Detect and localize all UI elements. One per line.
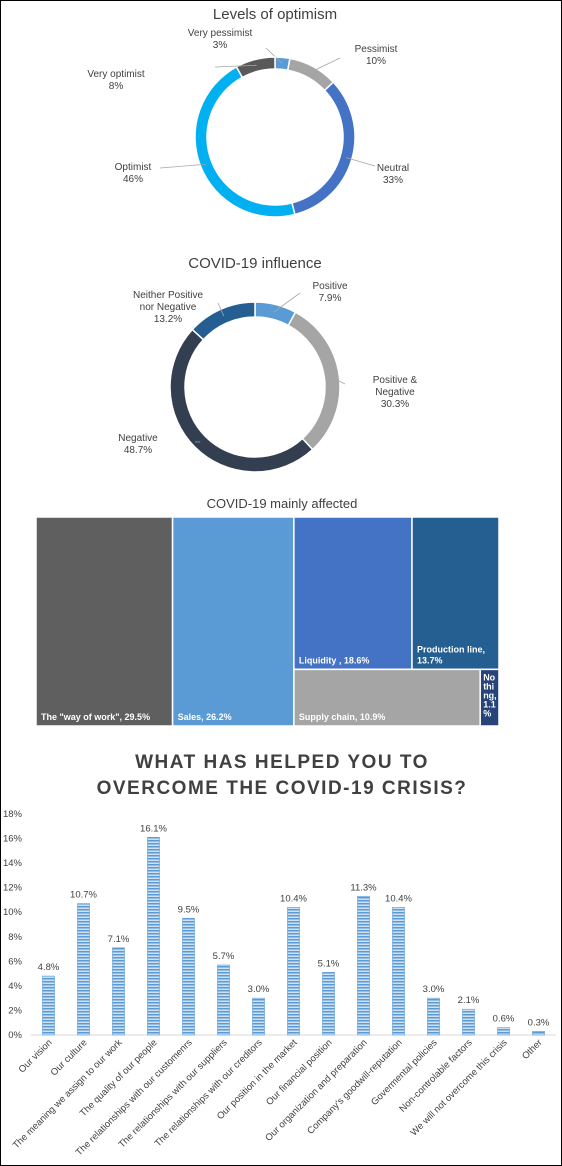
- y-tick-label: 0%: [8, 1030, 22, 1041]
- bar-value-label: 5.7%: [213, 951, 235, 962]
- leader-line: [345, 157, 376, 167]
- y-tick-label: 16%: [3, 834, 23, 845]
- treemap-label: Sales, 26.2%: [178, 712, 232, 722]
- optimism-donut-chart: Levels of optimism Very pessimist 3% Pessim…: [87, 6, 409, 218]
- leader-line: [310, 57, 341, 73]
- slice-label: Positive & Negative 30.3%: [373, 375, 418, 410]
- bar: [217, 964, 230, 1036]
- treemap-cell: [293, 516, 413, 671]
- chart-title: WHAT HAS HELPED YOU TO OVERCOME THE COVID…: [97, 752, 468, 799]
- chart-title: Levels of optimism: [213, 6, 337, 23]
- bar-value-label: 0.3%: [528, 1017, 550, 1028]
- leader-line: [331, 377, 346, 385]
- donut-slice: [235, 56, 276, 79]
- bar-value-label: 10.7%: [70, 890, 97, 901]
- chart-title: COVID-19 influence: [188, 255, 321, 272]
- covid-influence-donut-chart: COVID-19 influence Positive 7.9% Positive &…: [118, 255, 418, 473]
- bar: [462, 1008, 475, 1036]
- slice-label: Optimist 46%: [115, 162, 152, 185]
- treemap-label: Production line, 13.7%: [417, 644, 485, 665]
- leader-line: [217, 302, 225, 317]
- slice-label: Negative 48.7%: [118, 433, 158, 456]
- bar: [287, 907, 300, 1036]
- treemap-label: Supply chain, 10.9%: [299, 712, 386, 722]
- donut-slice: [191, 301, 256, 341]
- overcome-crisis-bar-chart: WHAT HAS HELPED YOU TO OVERCOME THE COVID…: [3, 752, 556, 1158]
- donut-slice: [169, 328, 314, 473]
- bar: [392, 907, 405, 1036]
- treemap-cell: [35, 516, 174, 727]
- y-tick-label: 2%: [8, 1005, 22, 1016]
- treemap-cell: [411, 516, 500, 671]
- treemap-cell: [171, 516, 295, 727]
- bar-value-label: 16.1%: [140, 823, 167, 834]
- bar: [427, 997, 440, 1036]
- treemap-cell: [479, 668, 500, 727]
- y-tick-label: 12%: [3, 883, 23, 894]
- slice-label: Neither Positive nor Negative 13.2%: [133, 290, 203, 325]
- slice-label: Pessimist 10%: [355, 44, 398, 67]
- bar: [252, 997, 265, 1036]
- bar: [357, 895, 370, 1036]
- donut-slice: [290, 81, 356, 216]
- bar: [532, 1031, 545, 1036]
- slice-label: Very pessimist 3%: [188, 28, 253, 51]
- bar-value-label: 10.4%: [280, 893, 307, 904]
- bar-value-label: 11.3%: [350, 882, 377, 893]
- y-tick-label: 14%: [3, 858, 23, 869]
- bar: [497, 1027, 510, 1036]
- x-tick-label: Govermental policies: [369, 1037, 440, 1108]
- bar-value-label: 3.0%: [423, 984, 445, 995]
- bar-value-label: 10.4%: [385, 893, 412, 904]
- bar-value-label: 3.0%: [248, 984, 270, 995]
- treemap-label: Liquidity , 18.6%: [299, 655, 370, 665]
- leader-line: [159, 163, 207, 169]
- donut-slice: [194, 65, 296, 218]
- bar: [112, 947, 125, 1036]
- bar: [77, 903, 90, 1036]
- bar-value-label: 2.1%: [458, 995, 480, 1006]
- y-tick-label: 8%: [8, 932, 22, 943]
- y-tick-label: 6%: [8, 956, 22, 967]
- leader-line: [214, 64, 257, 68]
- donut-slice: [286, 57, 335, 92]
- treemap-label: No thi ng, 1.1%: [483, 672, 497, 718]
- bar: [147, 837, 160, 1036]
- slice-label: Neutral 33%: [377, 163, 409, 186]
- y-tick-label: 18%: [3, 809, 23, 820]
- x-tick-label: Our financial position: [264, 1037, 335, 1108]
- chart-title: COVID-19 mainly affected: [207, 496, 358, 511]
- y-tick-label: 10%: [3, 907, 23, 918]
- slice-label: Positive 7.9%: [312, 281, 347, 304]
- x-tick-label: Other: [520, 1037, 545, 1062]
- treemap-label: The "way of work", 29.5%: [41, 712, 150, 722]
- leader-line: [265, 47, 283, 64]
- slice-label: Very optimist 8%: [87, 69, 144, 92]
- donut-slice: [287, 311, 341, 451]
- bar: [42, 975, 55, 1036]
- bar-value-label: 0.6%: [493, 1014, 515, 1025]
- leader-line: [273, 292, 301, 313]
- bar-value-label: 9.5%: [178, 904, 200, 915]
- covid-affected-treemap: COVID-19 mainly affected The "way of work…: [35, 496, 500, 727]
- y-tick-label: 4%: [8, 981, 22, 992]
- bar-value-label: 5.1%: [318, 958, 340, 969]
- bar-value-label: 7.1%: [108, 934, 130, 945]
- bar-value-label: 4.8%: [38, 962, 60, 973]
- bar: [322, 972, 335, 1036]
- bar: [182, 918, 195, 1036]
